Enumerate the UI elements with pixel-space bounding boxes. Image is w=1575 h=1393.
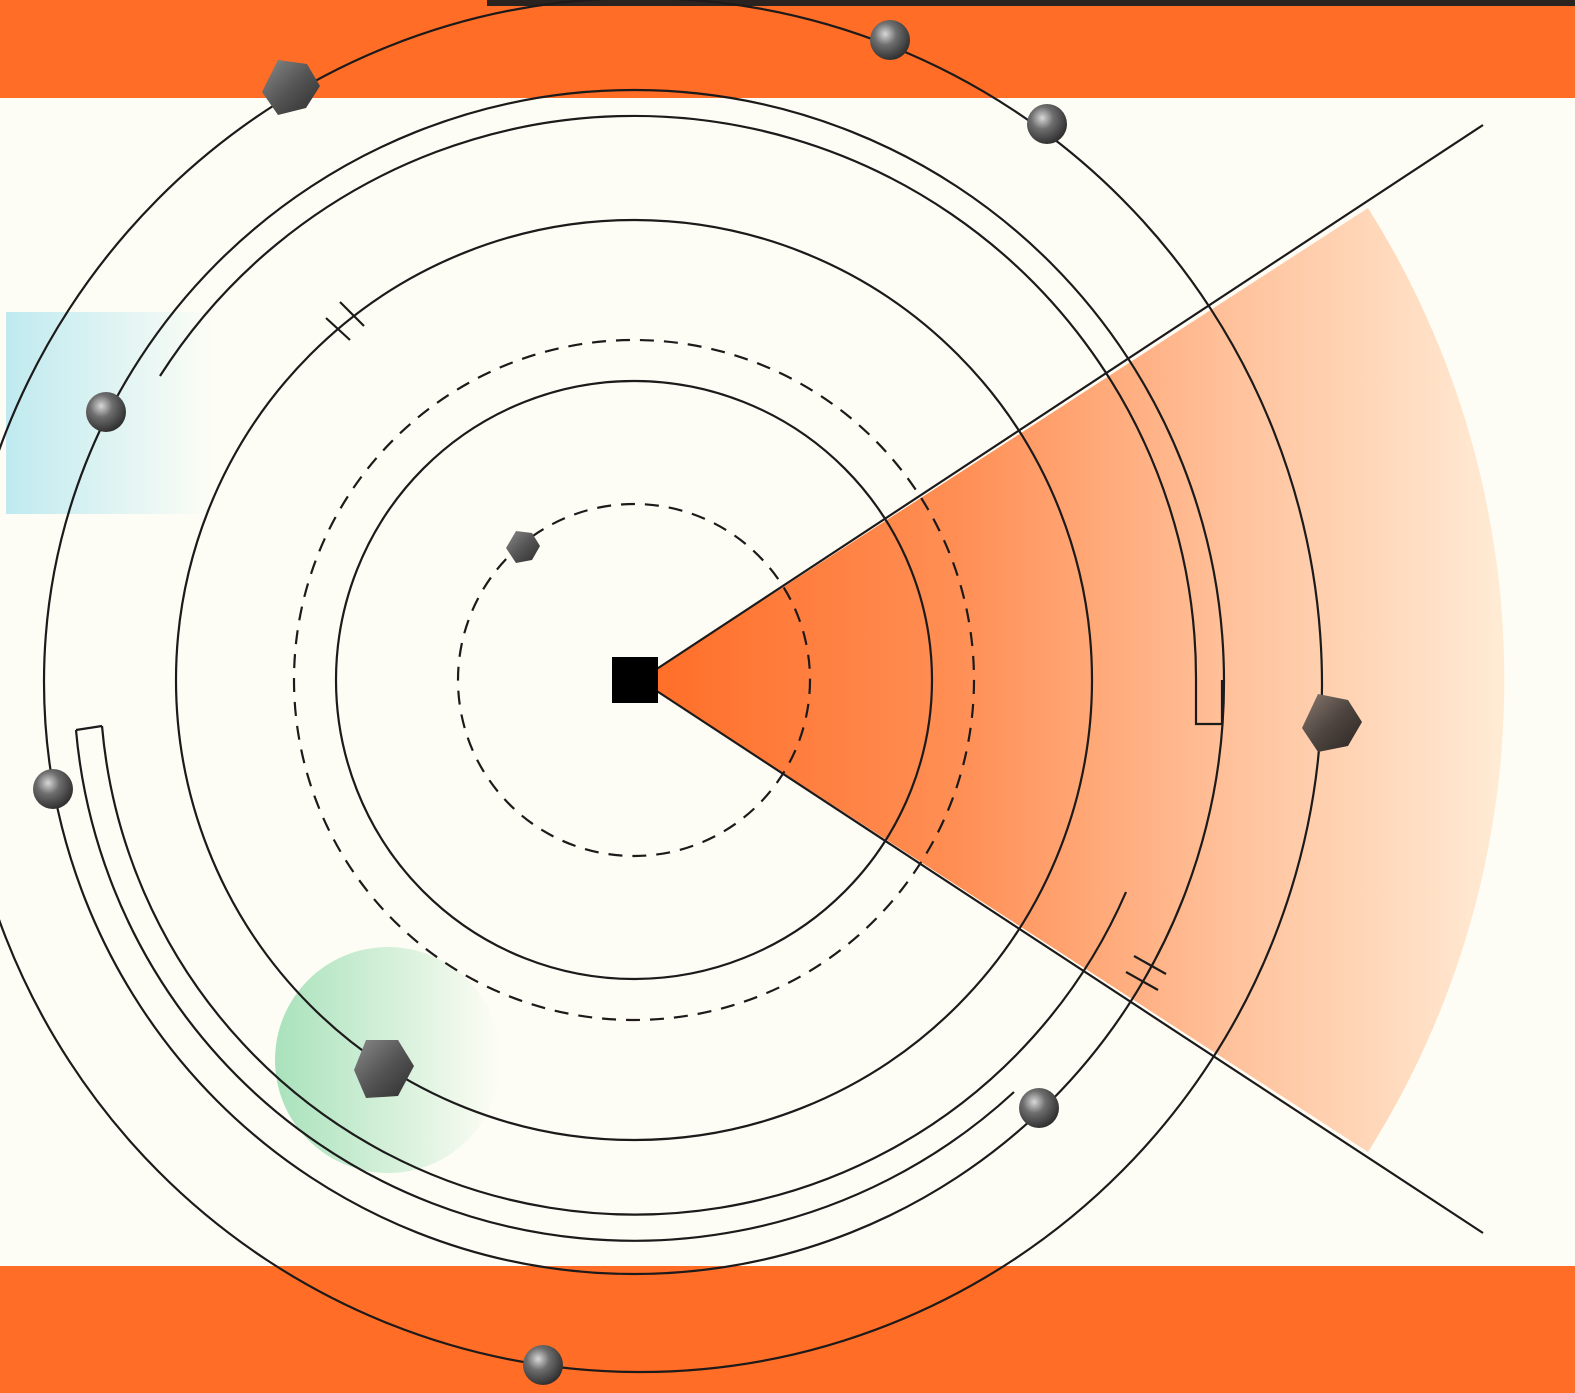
top-dark-strip <box>487 0 1575 6</box>
orbit-ring-2 <box>42 88 1226 1276</box>
sphere-node-icon <box>1019 1088 1059 1128</box>
dashed-ring-inner <box>456 502 812 858</box>
beam-line-upper <box>639 124 1484 681</box>
square-center-icon <box>612 657 658 703</box>
beam-line-lower <box>639 679 1484 1234</box>
sphere-node-icon <box>86 392 126 432</box>
bottom-band <box>0 1266 1575 1393</box>
sphere-node-icon <box>870 20 910 60</box>
top-band <box>0 0 1575 98</box>
beam-cone <box>640 208 1505 1152</box>
hexagon-node-icon <box>262 60 320 115</box>
outer-orbit <box>0 0 1323 1373</box>
hexagon-node-icon <box>354 1040 414 1098</box>
sphere-node-icon <box>1027 104 1067 144</box>
tick-mark-upper-left <box>325 301 365 341</box>
hexagon-node-icon <box>506 531 540 563</box>
sphere-node-icon <box>523 1345 563 1385</box>
hexagon-node-icon <box>1302 694 1362 752</box>
dashed-ring-outer <box>292 338 976 1022</box>
sphere-node-icon <box>33 769 73 809</box>
arc-lower-left <box>75 724 103 732</box>
arc-lower-left-outer <box>74 729 1015 1242</box>
orbit-ring-5 <box>334 379 934 981</box>
tick-mark-lower-right <box>1125 955 1167 991</box>
arc-lower-left-inner <box>100 725 1128 1216</box>
orbit-ring-3 <box>174 218 1094 1142</box>
arc-upper-right <box>159 114 1224 726</box>
